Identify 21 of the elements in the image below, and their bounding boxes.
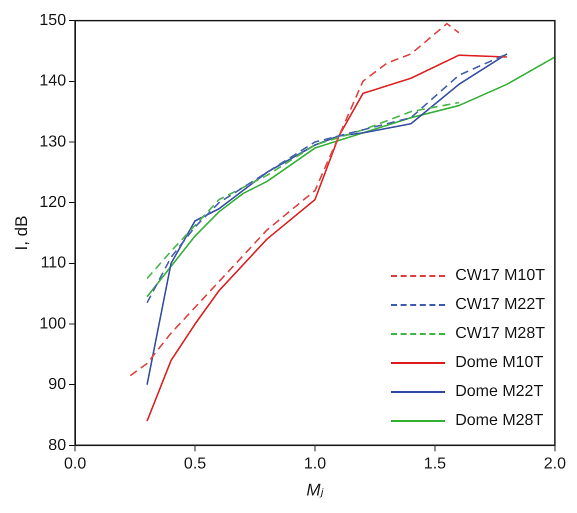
- y-tick-label: 100: [39, 315, 66, 332]
- y-tick-label: 110: [40, 254, 66, 272]
- legend-label: Dome M10T: [455, 354, 544, 372]
- y-tick-label: 140: [39, 72, 66, 90]
- y-tick-label: 90: [48, 376, 66, 394]
- y-axis-title: I, dB: [12, 216, 31, 250]
- x-tick-label: 1.5: [424, 455, 446, 472]
- x-tick-label: 0.5: [184, 455, 206, 472]
- x-tick-label: 2.0: [544, 455, 566, 472]
- y-tick-label: 80: [48, 436, 66, 454]
- x-tick-label: 1.0: [304, 455, 326, 472]
- y-tick-label: 130: [39, 133, 66, 150]
- x-axis-title: Mⱼ: [306, 480, 324, 500]
- y-tick-label: 150: [39, 12, 66, 30]
- legend-label: Dome M22T: [455, 382, 544, 400]
- y-tick-label: 120: [39, 194, 66, 212]
- legend-label: CW17 M10T: [455, 266, 545, 284]
- legend-label: CW17 M22T: [455, 296, 545, 314]
- legend-label: CW17 M28T: [455, 324, 545, 342]
- legend-label: Dome M28T: [455, 412, 544, 430]
- x-tick-label: 0.0: [64, 455, 86, 472]
